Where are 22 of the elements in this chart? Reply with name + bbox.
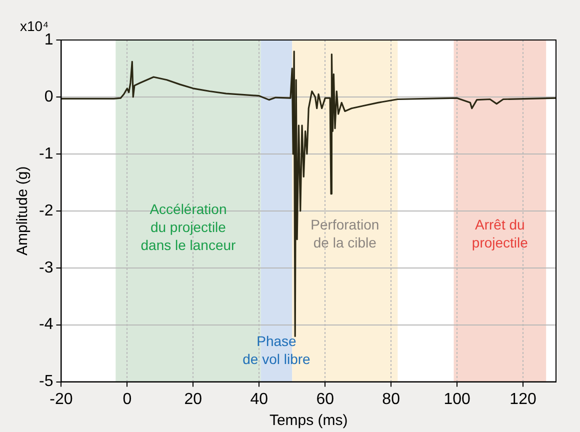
x-tick-label: 20 bbox=[184, 390, 202, 408]
text: x10⁴ bbox=[20, 18, 49, 34]
x-axis-title: Temps (ms) bbox=[269, 412, 348, 430]
band-label: Phase de vol libre bbox=[242, 332, 311, 367]
y-axis-title: Amplitude (g) bbox=[14, 166, 32, 256]
x-tick-label: -20 bbox=[50, 390, 73, 408]
y-tick-label: -3 bbox=[38, 259, 54, 276]
y-tick-label: -2 bbox=[38, 202, 54, 220]
y-tick-label: 1 bbox=[44, 31, 54, 48]
x-tick-label: 60 bbox=[316, 390, 334, 408]
y-tick-label: -4 bbox=[38, 316, 54, 334]
band-label: Accélération du projectile dans le lanceur bbox=[140, 200, 236, 253]
x-tick-label: 40 bbox=[250, 390, 268, 408]
x-tick-label: 120 bbox=[510, 390, 536, 408]
band-label: Perforation de la cible bbox=[310, 216, 380, 251]
y-tick-label: -5 bbox=[38, 373, 54, 390]
y-tick-label: -1 bbox=[38, 145, 54, 162]
x-tick-label: 100 bbox=[444, 390, 470, 408]
x-tick-label: 80 bbox=[382, 390, 400, 408]
band-label: Arrêt du projectile bbox=[472, 216, 528, 251]
y-tick-label: 0 bbox=[44, 88, 54, 106]
x-tick-label: 0 bbox=[122, 390, 132, 408]
